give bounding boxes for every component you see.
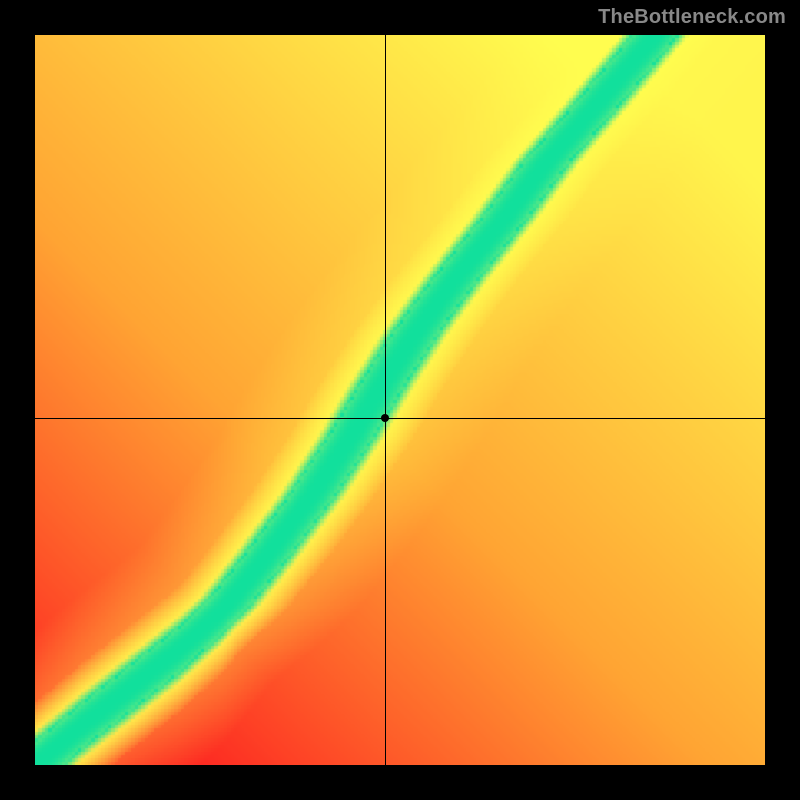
crosshair-marker xyxy=(381,414,389,422)
plot-area xyxy=(35,35,765,765)
crosshair-horizontal xyxy=(35,418,765,419)
crosshair-vertical xyxy=(385,35,386,765)
heatmap-canvas xyxy=(35,35,765,765)
chart-stage: TheBottleneck.com xyxy=(0,0,800,800)
watermark-text: TheBottleneck.com xyxy=(598,6,786,29)
